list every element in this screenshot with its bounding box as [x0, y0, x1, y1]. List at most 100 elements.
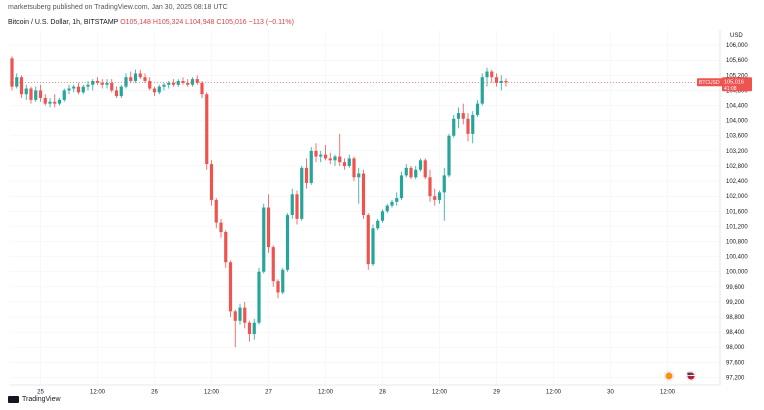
- y-tick-label: 103,200: [726, 149, 748, 155]
- candle: [338, 133, 342, 166]
- candle: [390, 199, 394, 208]
- candle: [262, 203, 266, 274]
- last-price-tag: BTCUSD 105,016 41:08: [697, 77, 752, 92]
- candle: [38, 84, 43, 102]
- candle: [295, 190, 299, 225]
- x-tick-label: 12:00: [90, 389, 106, 395]
- candle-body: [214, 199, 218, 223]
- candle: [423, 158, 427, 180]
- candle: [76, 82, 81, 95]
- candle: [24, 84, 28, 100]
- candle: [224, 230, 228, 268]
- candle-body: [29, 88, 33, 100]
- candle: [176, 79, 180, 87]
- candle-body: [309, 150, 313, 183]
- candle-body: [247, 322, 252, 335]
- price-axis[interactable]: 97,200 97,600 98,000 98,400 98,800 99,200 99,6…: [726, 43, 748, 381]
- candle-body: [371, 228, 375, 265]
- candle: [114, 86, 119, 98]
- candle: [143, 73, 147, 83]
- candle: [219, 218, 223, 238]
- candle-body: [376, 220, 380, 229]
- candle-body: [176, 80, 180, 85]
- candle: [148, 77, 152, 91]
- candle-body: [162, 84, 166, 87]
- candle: [162, 82, 166, 91]
- candle: [233, 309, 237, 348]
- candle-body: [480, 77, 484, 104]
- candle-body: [105, 82, 109, 85]
- x-tick-label: 12:00: [546, 389, 562, 395]
- candle-body: [437, 192, 442, 200]
- candle: [409, 165, 413, 180]
- candle: [323, 145, 328, 161]
- candle: [309, 147, 313, 185]
- candle-body: [471, 114, 475, 134]
- candle-body: [152, 88, 157, 93]
- candle-body: [48, 101, 52, 104]
- candle-body: [205, 94, 209, 165]
- y-tick-label: 99,200: [726, 300, 745, 306]
- candle: [333, 154, 337, 166]
- candle-body: [38, 90, 43, 98]
- candle: [209, 160, 214, 206]
- candle: [456, 107, 461, 129]
- us-flag-icon[interactable]: [685, 370, 697, 382]
- candle: [385, 203, 389, 214]
- candle-body: [281, 269, 285, 293]
- x-tick-label: 12:00: [660, 389, 676, 395]
- candle-body: [195, 79, 199, 83]
- candle-body: [62, 90, 66, 100]
- candle-body: [485, 71, 489, 78]
- candle: [91, 79, 95, 91]
- y-tick-label: 104,000: [726, 119, 748, 125]
- candle: [433, 188, 437, 206]
- candle-body: [200, 82, 204, 95]
- candle-body: [53, 101, 57, 104]
- candle-body: [428, 177, 432, 197]
- candle-body: [271, 247, 275, 282]
- candle-body: [81, 86, 85, 93]
- candle-body: [86, 84, 90, 87]
- y-tick-label: 99,600: [726, 285, 745, 291]
- candle-body: [10, 58, 14, 87]
- candle: [328, 152, 332, 165]
- candle-body: [442, 175, 446, 193]
- tradingview-branding[interactable]: TradingView: [8, 396, 61, 403]
- candle-body: [357, 173, 361, 178]
- symbol-info: Bitcoin / U.S. Dollar, 1h, BITSTAMP O105…: [8, 19, 294, 26]
- candle: [347, 154, 351, 168]
- candle: [34, 86, 38, 102]
- time-axis[interactable]: 25 12:00 26 12:00 27 12:00 28 12:00 29 12:00 30 12:…: [37, 389, 676, 395]
- candle-body: [466, 118, 470, 134]
- candle-body: [494, 77, 499, 83]
- candle-body: [404, 167, 408, 176]
- candle-body: [390, 201, 394, 206]
- candle: [266, 194, 271, 253]
- candle: [257, 267, 261, 325]
- bitcoin-flag-icon[interactable]: [663, 370, 675, 382]
- x-tick-label: 12:00: [432, 389, 448, 395]
- candle: [72, 84, 76, 93]
- candle-body: [418, 160, 423, 170]
- candle-body: [124, 77, 128, 87]
- candle: [361, 169, 366, 219]
- candle-body: [285, 215, 290, 270]
- candle: [105, 79, 109, 89]
- brand-name: TradingView: [22, 396, 61, 403]
- candle-body: [190, 79, 195, 85]
- candle-body: [414, 169, 418, 178]
- candle: [57, 97, 62, 106]
- candle: [376, 218, 380, 231]
- candle-body: [138, 73, 142, 78]
- candle: [281, 267, 285, 295]
- y-tick-label: 100,400: [726, 255, 748, 261]
- candle: [490, 69, 494, 83]
- candle: [480, 73, 484, 106]
- candle: [485, 67, 489, 87]
- candle-body: [34, 90, 38, 100]
- y-tick-label: 100,000: [726, 270, 748, 276]
- candle-body: [72, 86, 76, 89]
- publisher-caption: marketsuberg published on TradingView.co…: [8, 4, 228, 11]
